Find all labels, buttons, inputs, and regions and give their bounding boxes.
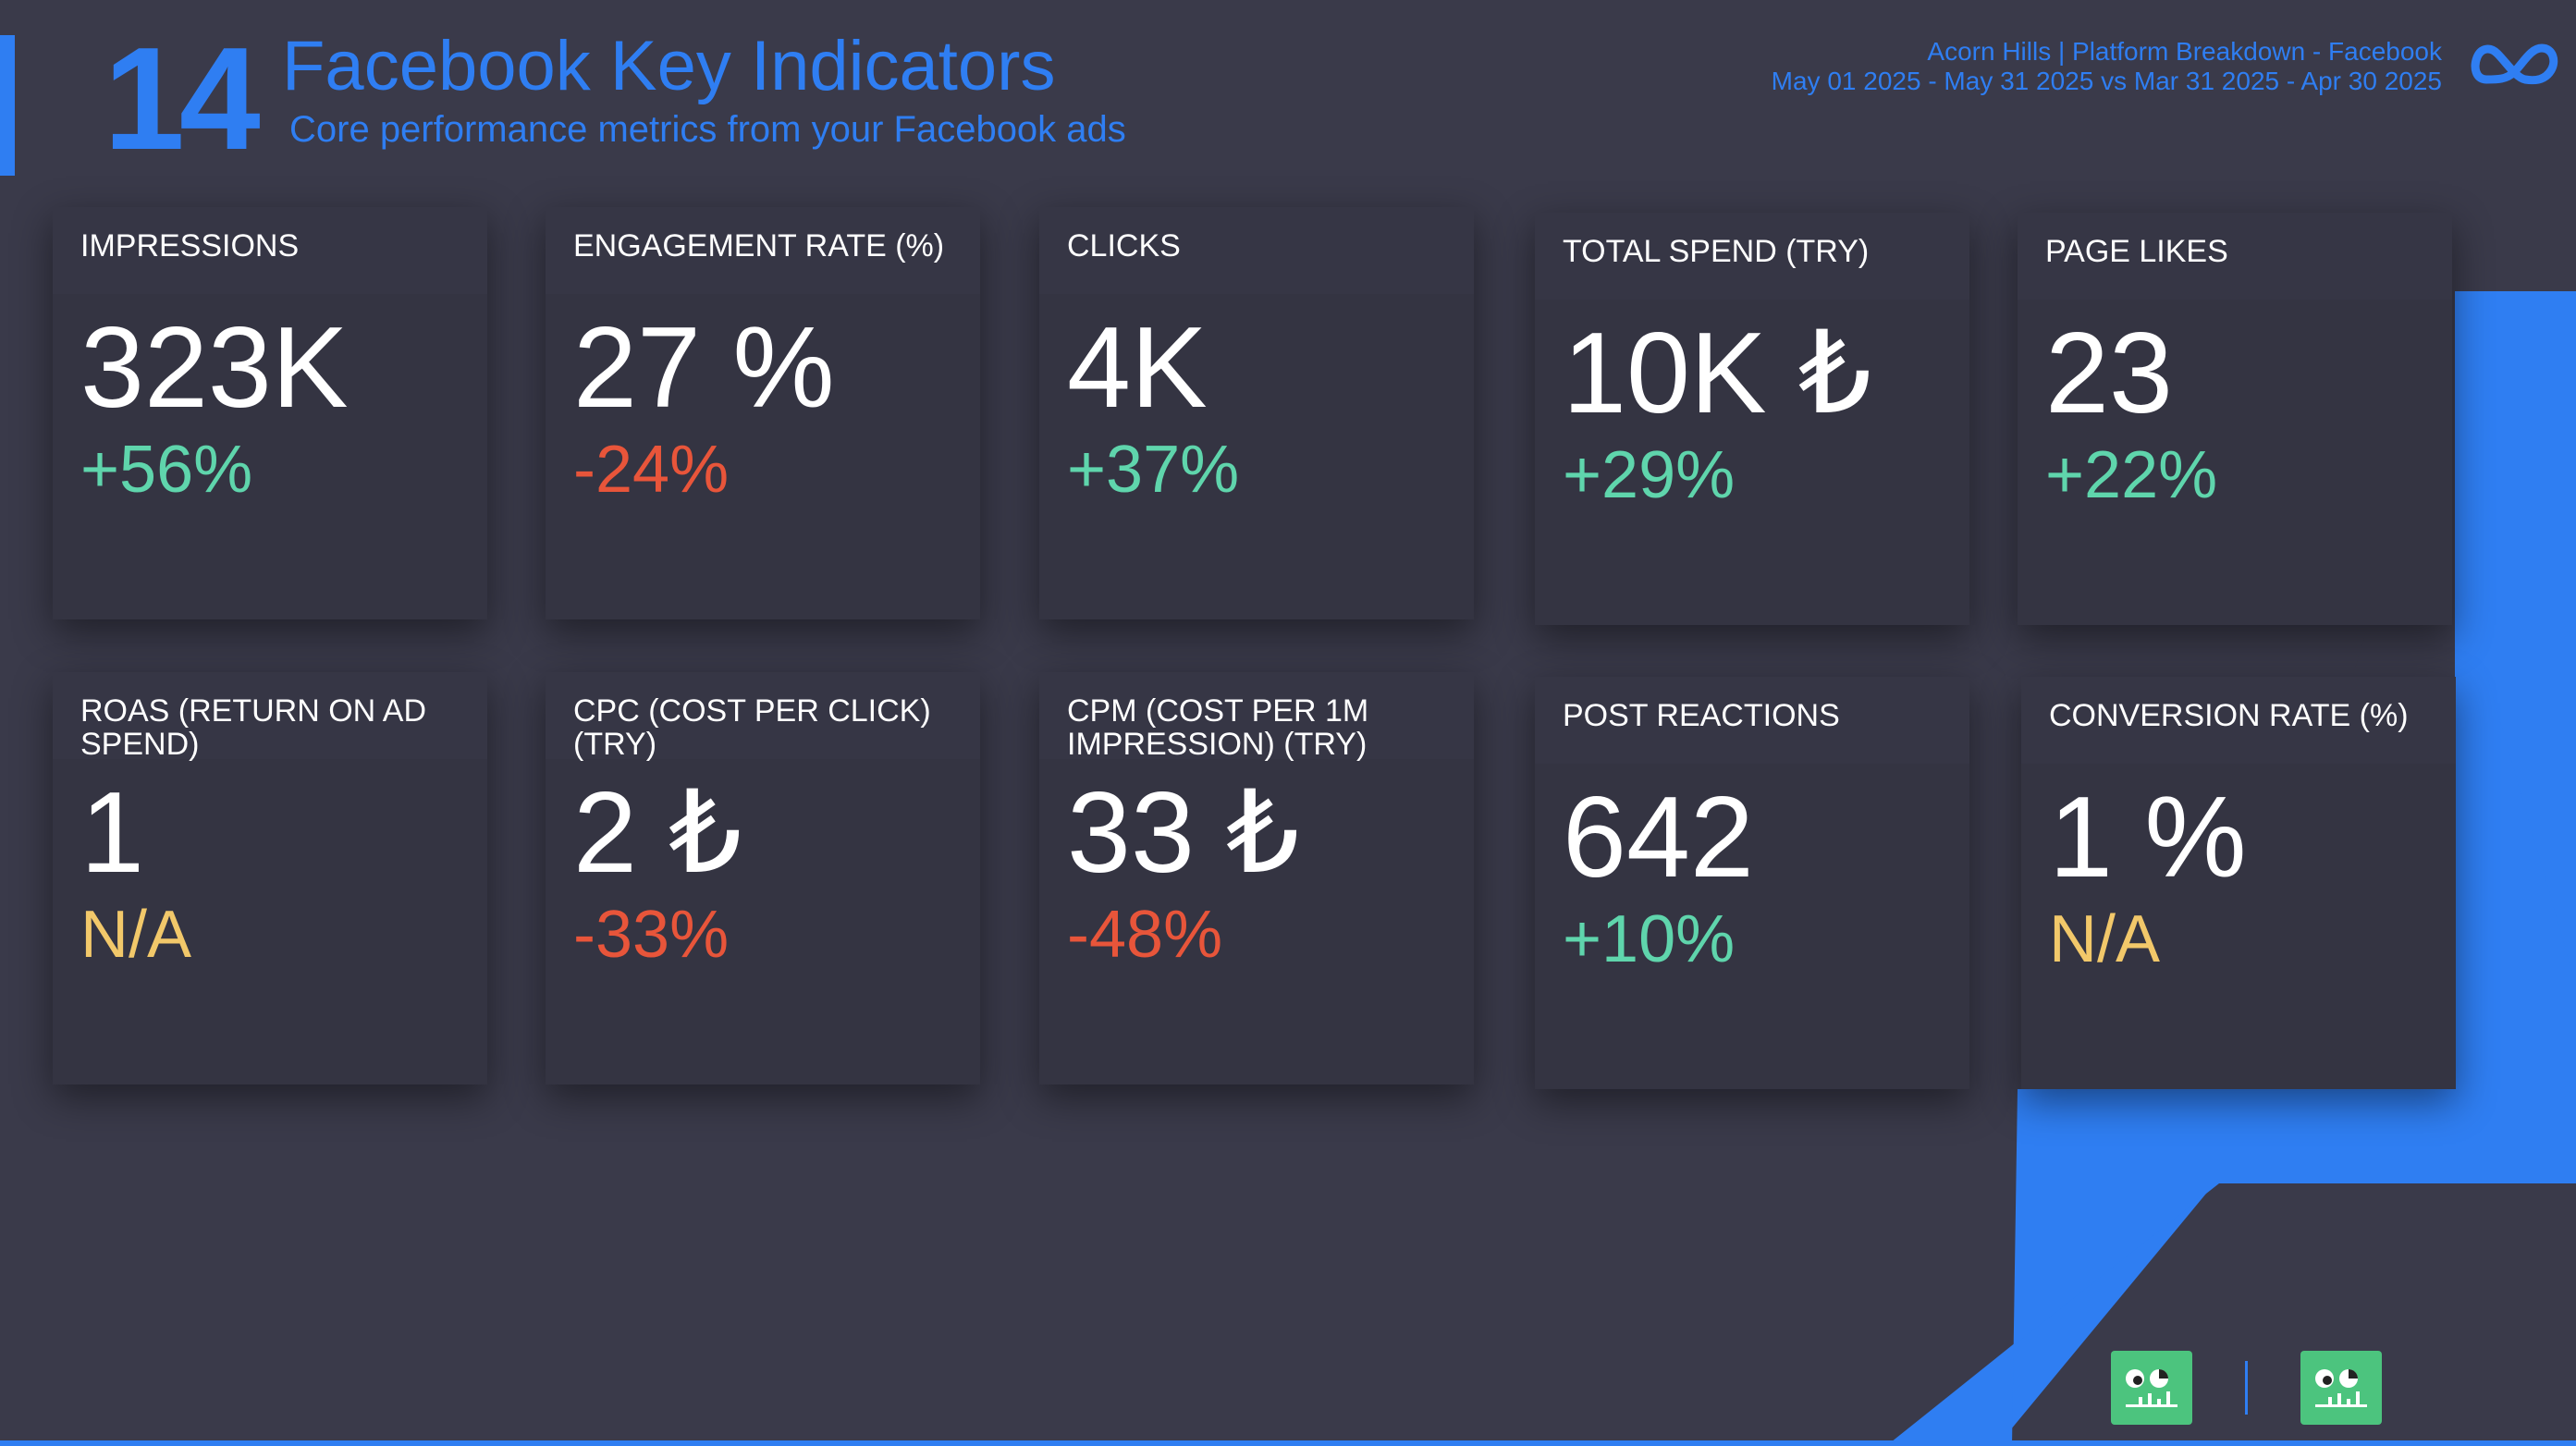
kpi-card-header: TOTAL SPEND (TRY) <box>1535 213 1969 300</box>
meta-infinity-logo-icon <box>2471 43 2558 85</box>
kpi-change: +37% <box>1067 433 1240 507</box>
kpi-change: +56% <box>80 433 253 507</box>
kpi-change: +29% <box>1563 438 1736 512</box>
kpi-change: N/A <box>2049 902 2161 976</box>
kpi-label: ENGAGEMENT RATE (%) <box>573 228 945 263</box>
page-title: Facebook Key Indicators <box>282 27 1056 105</box>
kpi-card-header: CLICKS <box>1039 207 1474 294</box>
kpi-label: CPC (COST PER CLICK) (TRY) <box>573 693 931 762</box>
report-name: Acorn Hills | Platform Breakdown - Faceb… <box>1927 37 2442 66</box>
kpi-card-header: ROAS (RETURN ON AD SPEND) <box>53 672 487 762</box>
brand-mascot-icon <box>2300 1351 2382 1425</box>
page-subtitle: Core performance metrics from your Faceb… <box>289 109 1126 150</box>
footer-divider <box>2245 1361 2248 1415</box>
kpi-value: 4K <box>1067 304 1208 432</box>
kpi-change: N/A <box>80 898 192 972</box>
date-range: May 01 2025 - May 31 2025 vs Mar 31 2025… <box>1771 67 2442 95</box>
kpi-value: 642 <box>1563 774 1754 901</box>
kpi-card-conversion-rate: CONVERSION RATE (%) 1 % N/A <box>2021 677 2456 1089</box>
kpi-value: 2 ₺ <box>573 769 742 897</box>
kpi-card-roas: ROAS (RETURN ON AD SPEND) 1 N/A <box>53 672 487 1084</box>
kpi-card-header: IMPRESSIONS <box>53 207 487 294</box>
kpi-card-cpc: CPC (COST PER CLICK) (TRY) 2 ₺ -33% <box>546 672 980 1084</box>
kpi-label: POST REACTIONS <box>1563 698 1840 733</box>
kpi-card-total-spend: TOTAL SPEND (TRY) 10K ₺ +29% <box>1535 213 1969 625</box>
kpi-label: CONVERSION RATE (%) <box>2049 698 2409 733</box>
kpi-label: IMPRESSIONS <box>80 228 300 263</box>
kpi-value: 1 % <box>2049 774 2247 901</box>
kpi-card-impressions: IMPRESSIONS 323K +56% <box>53 207 487 619</box>
kpi-change: +22% <box>2045 438 2218 512</box>
kpi-label: PAGE LIKES <box>2045 234 2228 269</box>
kpi-label: CLICKS <box>1067 228 1181 263</box>
kpi-change: -33% <box>573 898 730 972</box>
kpi-card-clicks: CLICKS 4K +37% <box>1039 207 1474 619</box>
kpi-value: 27 % <box>573 304 835 432</box>
decor-shape-band <box>1886 1089 2576 1446</box>
page-number: 14 <box>104 18 261 180</box>
report-meta: Acorn Hills | Platform Breakdown - Faceb… <box>1772 37 2442 96</box>
kpi-change: -24% <box>573 433 730 507</box>
kpi-card-header: CPM (COST PER 1M IMPRESSION) (TRY) <box>1039 672 1474 762</box>
kpi-card-header: CONVERSION RATE (%) <box>2021 677 2456 764</box>
kpi-label: ROAS (RETURN ON AD SPEND) <box>80 693 427 762</box>
bottom-accent-line <box>0 1440 2576 1446</box>
kpi-card-engagement-rate: ENGAGEMENT RATE (%) 27 % -24% <box>546 207 980 619</box>
accent-bar <box>0 35 15 176</box>
kpi-value: 10K ₺ <box>1563 310 1871 437</box>
kpi-value: 323K <box>80 304 349 432</box>
kpi-card-page-likes: PAGE LIKES 23 +22% <box>2018 213 2452 625</box>
kpi-change: -48% <box>1067 898 1223 972</box>
kpi-value: 33 ₺ <box>1067 769 1300 897</box>
kpi-card-post-reactions: POST REACTIONS 642 +10% <box>1535 677 1969 1089</box>
decor-shape-notch <box>2353 629 2441 675</box>
kpi-card-header: POST REACTIONS <box>1535 677 1969 764</box>
kpi-card-cpm: CPM (COST PER 1M IMPRESSION) (TRY) 33 ₺ … <box>1039 672 1474 1084</box>
kpi-value: 23 <box>2045 310 2173 437</box>
mascot-face-icon <box>2315 1369 2367 1407</box>
kpi-change: +10% <box>1563 902 1736 976</box>
kpi-label: CPM (COST PER 1M IMPRESSION) (TRY) <box>1067 693 1369 762</box>
kpi-value: 1 <box>80 769 144 897</box>
kpi-card-header: CPC (COST PER CLICK) (TRY) <box>546 672 980 762</box>
brand-mascot-icon <box>2111 1351 2192 1425</box>
kpi-label: TOTAL SPEND (TRY) <box>1563 234 1870 269</box>
kpi-card-header: ENGAGEMENT RATE (%) <box>546 207 980 294</box>
mascot-face-icon <box>2126 1369 2177 1407</box>
kpi-card-header: PAGE LIKES <box>2018 213 2452 300</box>
